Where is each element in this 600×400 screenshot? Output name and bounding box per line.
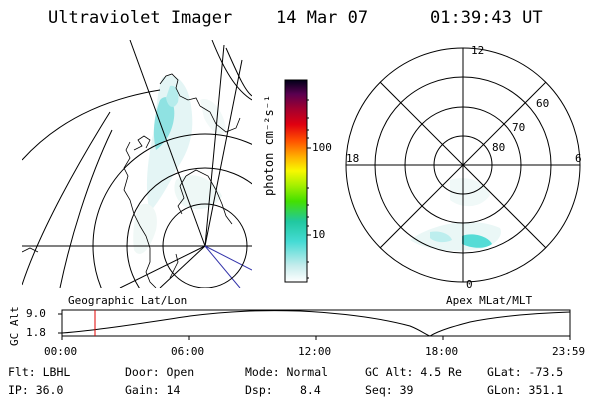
orbit-y-tick-low: 1.8 [26,326,46,339]
mlt-label-top: 12 [471,44,485,57]
colorbar-tick-10: 10 [312,228,326,241]
dsp-value: 8.4 [300,383,321,397]
orbit-x-tick: 18:00 [425,345,459,358]
gc-alt-status: GC Alt: 4.5 Re [365,365,462,379]
gain-status: Gain: 14 [125,383,181,397]
time-label: 01:39:43 UT [430,8,543,28]
instrument-title: Ultraviolet Imager [48,8,233,28]
door-status: Door: Open [125,365,195,379]
ip-status: IP: 36.0 [8,383,64,397]
orbit-x-tick: 00:00 [44,345,78,358]
mlt-label-left: 18 [346,152,360,165]
glat-status: GLat: -73.5 [487,365,564,379]
colorbar-unit-label: photon cm⁻²s⁻¹ [262,94,276,196]
filter-status: Flt: LBHL [8,365,71,379]
orbit-x-tick: 06:00 [171,345,205,358]
mlt-label-right: 6 [575,152,582,165]
map-grid [22,40,252,288]
polar-plot [345,47,581,283]
orbit-altitude-plot [58,309,571,340]
orbit-x-tick: 12:00 [298,345,332,358]
aurora-emission-geo [133,75,226,254]
mode-status: Mode: Normal [245,365,329,379]
seq-status: Seq: 39 [365,383,414,397]
mlt-label-bottom: 0 [466,278,473,291]
orbit-x-tick: 23:59 [552,345,586,358]
date-label: 14 Mar 07 [276,8,369,28]
mlat-label-70: 70 [512,121,526,134]
orbit-y-tick-high: 9.0 [26,307,46,320]
coastline [22,73,241,288]
orbit-left-title: Geographic Lat/Lon [68,294,188,307]
color-scale-bar [284,79,308,283]
colorbar-ticks [307,99,311,279]
glon-status: GLon: 351.1 [487,383,564,397]
dsp-label: Dsp: [245,383,273,397]
mlat-label-80: 80 [492,141,506,154]
orbit-right-title: Apex MLat/MLT [446,294,533,307]
orbit-y-axis-label: GC Alt [8,306,21,346]
colorbar-tick-100: 100 [312,141,332,154]
mlat-label-60: 60 [536,97,550,110]
